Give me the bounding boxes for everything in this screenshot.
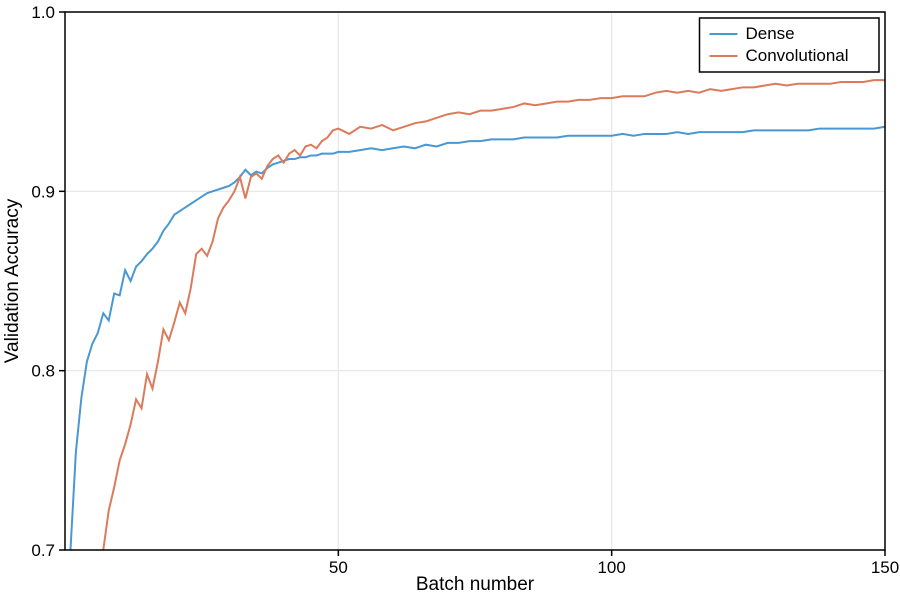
plot-area [65, 12, 885, 550]
line-chart: 50 100 150 0.7 0.8 0.9 1.0 Batch number Validati… [0, 0, 900, 600]
x-axis-label: Batch number [416, 574, 535, 595]
y-tick-label: 1.0 [31, 3, 55, 22]
legend-label: Dense [746, 24, 795, 43]
y-tick-label: 0.7 [31, 541, 55, 560]
y-tick-label: 0.8 [31, 362, 55, 381]
chart-container: { "chart": { "type": "line", "width": 90… [0, 0, 900, 600]
y-tick-label: 0.9 [31, 182, 55, 201]
x-tick-label: 50 [329, 558, 348, 577]
x-tick-label: 100 [597, 558, 625, 577]
x-tick-label: 150 [871, 558, 899, 577]
y-axis-label: Validation Accuracy [2, 198, 23, 363]
legend-label: Convolutional [746, 46, 849, 65]
